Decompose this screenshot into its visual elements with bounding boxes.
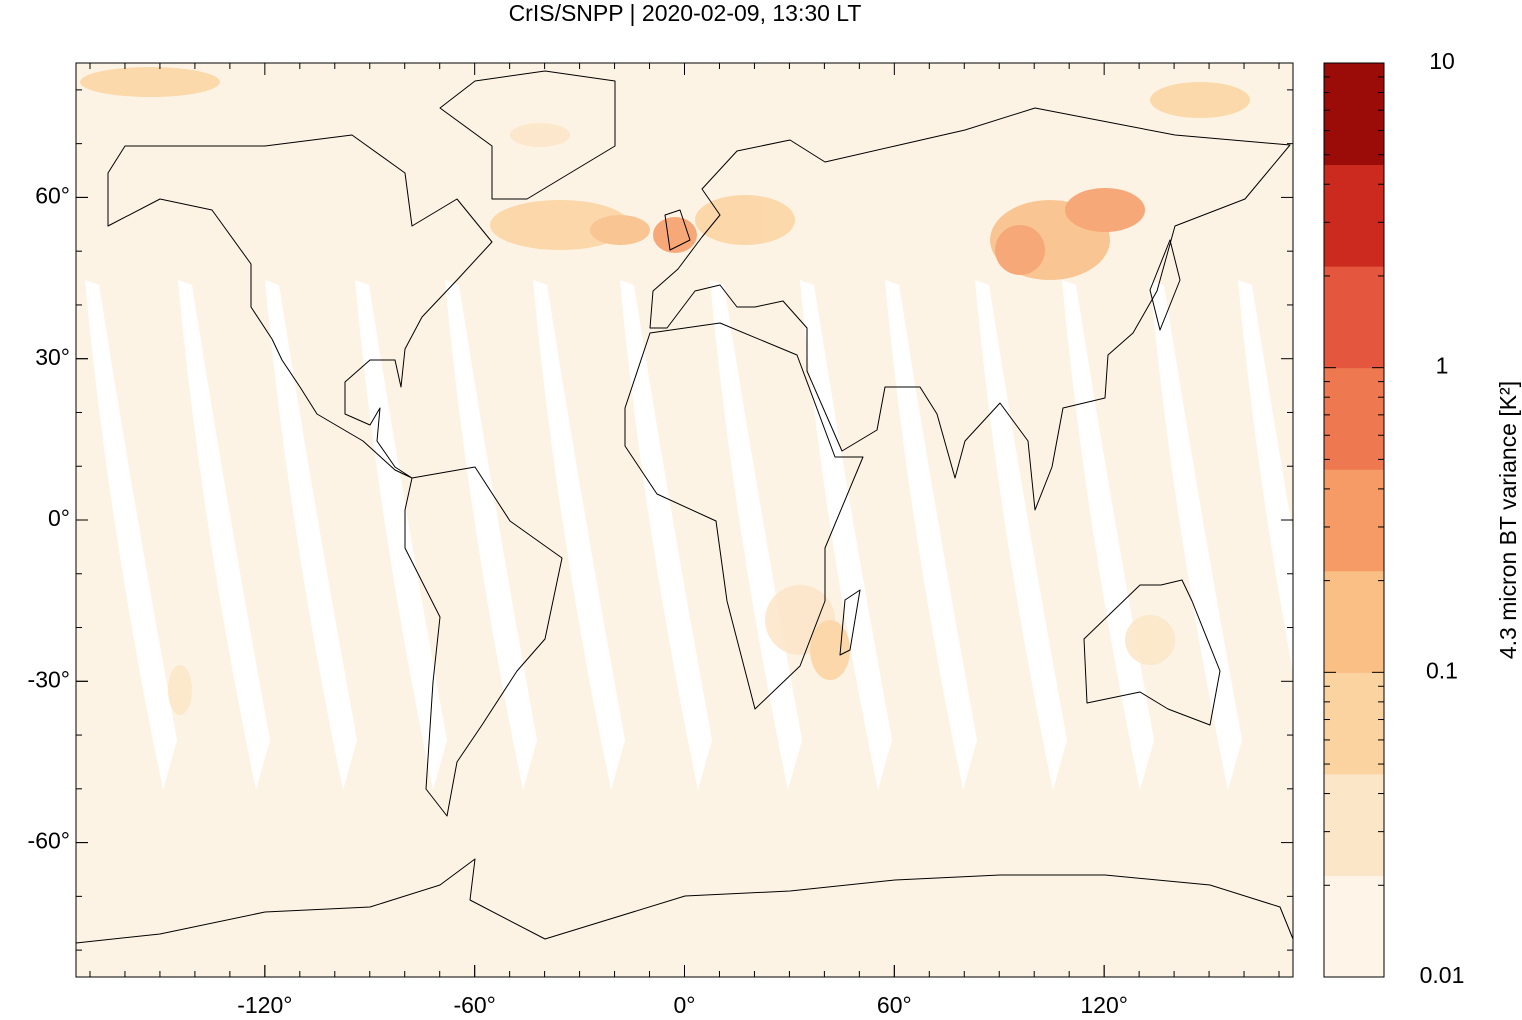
data-gap [178, 280, 270, 790]
y-tick-label: 60° [35, 182, 70, 208]
colorbar-tick-label: 10 [1429, 48, 1455, 74]
data-gap [1062, 280, 1154, 790]
data-gap [85, 280, 177, 790]
coastline [107, 134, 493, 479]
coastline [664, 209, 1181, 656]
axes: -120° -60° 0° 60° 120° 60° 30° 0° -30° -60° [28, 63, 1293, 1018]
coastline [1083, 579, 1221, 726]
colorbar-band [1324, 773, 1384, 876]
x-tick-label: -60° [453, 992, 495, 1018]
data-gap [265, 280, 357, 790]
coastline [649, 107, 1291, 511]
colorbar-band [1324, 469, 1384, 572]
colorbar-band [1324, 875, 1384, 978]
colorbar-band [1324, 164, 1384, 267]
x-tick-label: -120° [237, 992, 292, 1018]
data-gap [533, 280, 625, 790]
y-tick-label: -60° [28, 828, 70, 854]
x-tick-label: 0° [674, 992, 696, 1018]
colorbar-band [1324, 570, 1384, 673]
colorbar-tick-label: 0.1 [1426, 657, 1458, 683]
data-gap [355, 280, 447, 790]
colorbar-tick-label: 0.01 [1420, 962, 1465, 988]
coastline [404, 466, 563, 817]
colorbar-label: 4.3 micron BT variance [K²] [1495, 381, 1521, 659]
colorbar: 0.01 0.1 1 10 [1323, 48, 1465, 988]
colorbar-frame [1323, 62, 1385, 978]
coastline [75, 858, 1294, 944]
variance-areas [80, 67, 1250, 715]
data-gap [1150, 280, 1242, 790]
data-gap [445, 280, 537, 790]
colorbar-band [1324, 63, 1384, 166]
x-tick-label: 120° [1080, 992, 1128, 1018]
y-tick-label: -30° [28, 666, 70, 692]
data-gaps [85, 280, 1330, 790]
data-gap [710, 280, 802, 790]
colorbar-band [1324, 367, 1384, 470]
x-tick-label: 60° [877, 992, 912, 1018]
colorbar-band [1324, 266, 1384, 369]
coastlines [75, 70, 1294, 944]
data-gap [975, 280, 1067, 790]
data-gap [1238, 280, 1330, 790]
y-tick-label: 0° [48, 505, 70, 531]
data-gap [620, 280, 712, 790]
colorbar-band [1324, 672, 1384, 775]
colorbar-tick-label: 1 [1436, 353, 1449, 379]
chart-title: CrIS/SNPP | 2020-02-09, 13:30 LT [509, 0, 862, 26]
coastline [624, 322, 864, 710]
y-tick-label: 30° [35, 344, 70, 370]
data-gap [885, 280, 977, 790]
coastline [439, 70, 616, 200]
